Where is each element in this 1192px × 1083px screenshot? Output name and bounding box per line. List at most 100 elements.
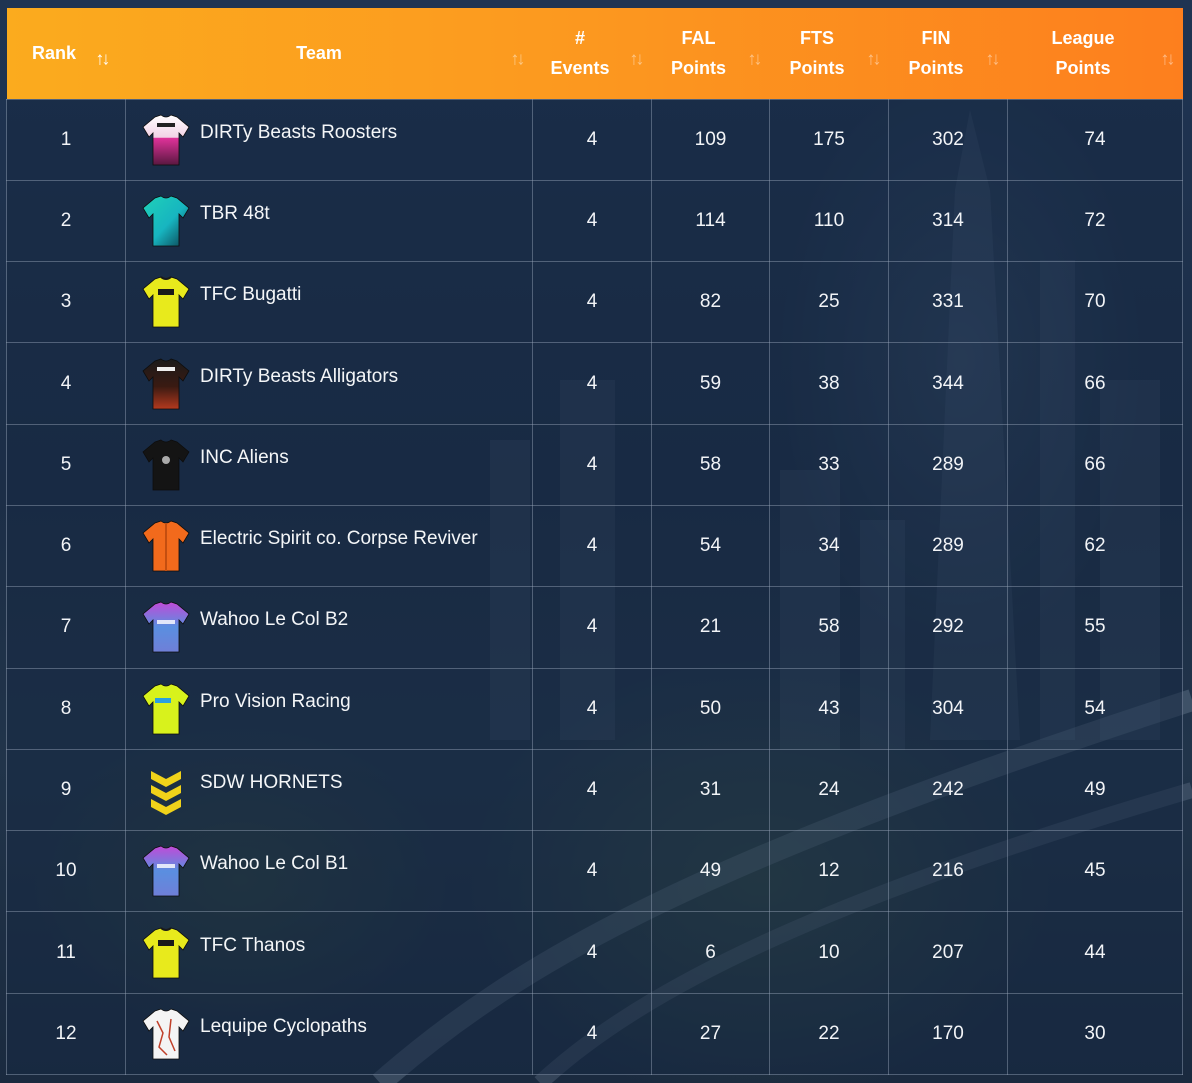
events-cell: 4 <box>532 98 652 181</box>
team-name[interactable]: TBR 48t <box>200 202 270 224</box>
league-points-cell: 54 <box>1007 667 1183 750</box>
fts-points-cell: 38 <box>769 342 889 425</box>
league-points-cell: 45 <box>1007 830 1183 913</box>
league-points-cell: 49 <box>1007 748 1183 832</box>
team-name[interactable]: DIRTy Beasts Roosters <box>200 121 398 143</box>
fts-points-cell: 175 <box>769 98 889 181</box>
team-cell[interactable]: DIRTy Beasts Roosters <box>125 98 533 181</box>
league-points-cell: 30 <box>1007 992 1183 1076</box>
team-cell[interactable]: DIRTy Beasts Alligators <box>125 342 533 425</box>
sort-icon[interactable]: ↑↓ <box>747 48 763 69</box>
column-header-label: FAL <box>681 28 716 49</box>
table-row[interactable]: 10 Wahoo Le Col B1 4 49 12 216 45 <box>6 830 1183 913</box>
rank-cell: 9 <box>6 748 126 832</box>
column-header-label: Events <box>550 58 610 79</box>
table-row[interactable]: 11 TFC Thanos 4 6 10 207 44 <box>6 911 1183 994</box>
jersey-inc-icon <box>142 439 190 491</box>
fal-points-cell: 109 <box>651 98 770 181</box>
team-cell[interactable]: TFC Bugatti <box>125 261 533 344</box>
fin-points-cell: 207 <box>888 911 1008 994</box>
team-name[interactable]: DIRTy Beasts Alligators <box>200 365 399 387</box>
team-name[interactable]: Wahoo Le Col B2 <box>200 609 349 631</box>
league-points-cell: 74 <box>1007 98 1183 181</box>
table-row[interactable]: 12 Lequipe Cyclopaths 4 27 22 170 30 <box>6 992 1183 1076</box>
rank-cell: 5 <box>6 423 126 506</box>
team-cell[interactable]: Electric Spirit co. Corpse Reviver <box>125 504 533 588</box>
team-name[interactable]: SDW HORNETS <box>200 772 343 794</box>
column-header-fal[interactable]: FAL Points ↑↓ <box>652 8 770 99</box>
fin-points-cell: 292 <box>888 586 1008 669</box>
table-row[interactable]: 6 Electric Spirit co. Corpse Reviver 4 5… <box>6 504 1183 588</box>
table-row[interactable]: 4 DIRTy Beasts Alligators 4 59 38 344 66 <box>6 342 1183 425</box>
events-cell: 4 <box>532 261 652 344</box>
column-header-label: Team <box>296 43 342 64</box>
fal-points-cell: 54 <box>651 504 770 588</box>
rank-cell: 12 <box>6 992 126 1076</box>
sort-icon[interactable]: ↑↓ <box>1160 48 1176 69</box>
fts-points-cell: 10 <box>769 911 889 994</box>
jersey-tbr-icon <box>142 195 190 247</box>
column-header-team[interactable]: Team ↑↓ <box>126 8 533 99</box>
fts-points-cell: 25 <box>769 261 889 344</box>
events-cell: 4 <box>532 423 652 506</box>
team-name[interactable]: Electric Spirit co. Corpse Reviver <box>200 528 478 550</box>
fin-points-cell: 170 <box>888 992 1008 1076</box>
fal-points-cell: 21 <box>651 586 770 669</box>
team-cell[interactable]: Lequipe Cyclopaths <box>125 992 533 1076</box>
column-header-rank[interactable]: Rank ↑↓ <box>7 8 126 99</box>
team-name[interactable]: Lequipe Cyclopaths <box>200 1015 367 1037</box>
team-name[interactable]: TFC Thanos <box>200 934 306 956</box>
standings-table: Rank ↑↓ Team ↑↓ # Events ↑↓ FAL Points ↑… <box>6 8 1183 1076</box>
fal-points-cell: 82 <box>651 261 770 344</box>
column-header-label: Points <box>670 58 726 79</box>
fal-points-cell: 50 <box>651 667 770 750</box>
table-row[interactable]: 7 Wahoo Le Col B2 4 21 58 292 55 <box>6 586 1183 669</box>
team-name[interactable]: Wahoo Le Col B1 <box>200 853 349 875</box>
events-cell: 4 <box>532 667 652 750</box>
team-cell[interactable]: Wahoo Le Col B2 <box>125 586 533 669</box>
team-cell[interactable]: Wahoo Le Col B1 <box>125 830 533 913</box>
fal-points-cell: 114 <box>651 179 770 263</box>
team-name[interactable]: Pro Vision Racing <box>200 690 351 712</box>
table-row[interactable]: 3 TFC Bugatti 4 82 25 331 70 <box>6 261 1183 344</box>
column-header-fts[interactable]: FTS Points ↑↓ <box>770 8 889 99</box>
fts-points-cell: 22 <box>769 992 889 1076</box>
events-cell: 4 <box>532 748 652 832</box>
team-cell[interactable]: TFC Thanos <box>125 911 533 994</box>
table-body: 1 DIRTy Beasts Roosters 4 109 175 302 74… <box>6 98 1183 1076</box>
column-header-label: League <box>1051 28 1115 49</box>
team-name[interactable]: TFC Bugatti <box>200 284 302 306</box>
league-points-cell: 55 <box>1007 586 1183 669</box>
sort-icon[interactable]: ↑↓ <box>510 48 526 69</box>
table-header-row: Rank ↑↓ Team ↑↓ # Events ↑↓ FAL Points ↑… <box>6 8 1183 99</box>
column-header-events[interactable]: # Events ↑↓ <box>533 8 652 99</box>
team-cell[interactable]: Pro Vision Racing <box>125 667 533 750</box>
table-row[interactable]: 1 DIRTy Beasts Roosters 4 109 175 302 74 <box>6 98 1183 181</box>
events-cell: 4 <box>532 342 652 425</box>
column-header-league[interactable]: League Points ↑↓ <box>1008 8 1183 99</box>
table-row[interactable]: 8 Pro Vision Racing 4 50 43 304 54 <box>6 667 1183 750</box>
team-cell[interactable]: TBR 48t <box>125 179 533 263</box>
sort-icon[interactable]: ↑↓ <box>95 48 111 69</box>
sort-icon[interactable]: ↑↓ <box>866 48 882 69</box>
sort-icon[interactable]: ↑↓ <box>629 48 645 69</box>
events-cell: 4 <box>532 504 652 588</box>
fin-points-cell: 242 <box>888 748 1008 832</box>
jersey-electric-spirit-icon <box>142 520 190 572</box>
column-header-label: Points <box>908 58 964 79</box>
team-cell[interactable]: SDW HORNETS <box>125 748 533 832</box>
fts-points-cell: 24 <box>769 748 889 832</box>
events-cell: 4 <box>532 911 652 994</box>
events-cell: 4 <box>532 179 652 263</box>
table-row[interactable]: 9 SDW HORNETS 4 31 24 242 49 <box>6 748 1183 832</box>
team-cell[interactable]: INC Aliens <box>125 423 533 506</box>
league-points-cell: 70 <box>1007 261 1183 344</box>
sort-icon[interactable]: ↑↓ <box>985 48 1001 69</box>
table-row[interactable]: 2 TBR 48t 4 114 110 314 72 <box>6 179 1183 263</box>
team-name[interactable]: INC Aliens <box>200 446 289 468</box>
fts-points-cell: 110 <box>769 179 889 263</box>
table-row[interactable]: 5 INC Aliens 4 58 33 289 66 <box>6 423 1183 506</box>
column-header-label: Points <box>1055 58 1111 79</box>
column-header-fin[interactable]: FIN Points ↑↓ <box>889 8 1008 99</box>
column-header-label: # <box>574 28 585 49</box>
